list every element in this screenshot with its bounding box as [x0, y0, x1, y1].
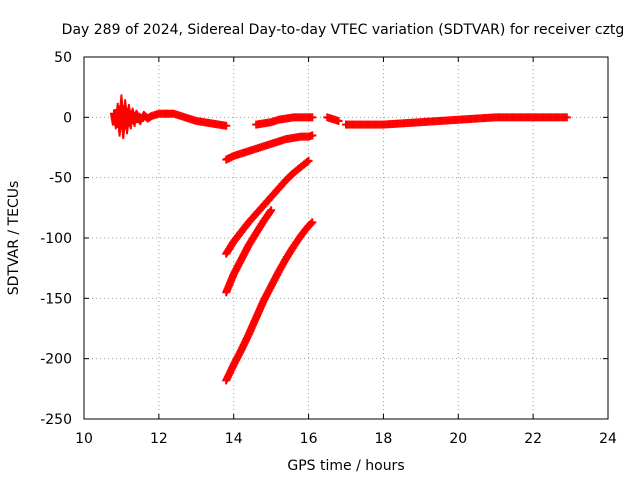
data-point-arc-5	[308, 218, 317, 227]
x-tick-label: 10	[75, 431, 93, 447]
data-point-arc-main-4	[562, 113, 571, 122]
x-tick-label: 20	[449, 431, 467, 447]
x-tick-label: 24	[599, 431, 617, 447]
y-tick-label: -250	[40, 412, 72, 428]
y-tick-label: -200	[40, 352, 72, 368]
data-point-arc-4	[266, 207, 275, 216]
x-tick-label: 18	[375, 431, 393, 447]
x-tick-label: 12	[150, 431, 168, 447]
data-point-arc-main-1	[222, 121, 231, 130]
y-tick-label: -50	[49, 171, 72, 187]
x-axis-label: GPS time / hours	[287, 458, 404, 474]
chart-title: Day 289 of 2024, Sidereal Day-to-day VTE…	[62, 22, 625, 38]
data-point-arc-4	[267, 206, 276, 215]
data-points	[109, 94, 571, 385]
x-tick-label: 14	[225, 431, 243, 447]
data-point-arc-3	[304, 156, 313, 165]
x-tick-label: 16	[300, 431, 318, 447]
y-axis: 50 0 -50 -100 -150 -200 -250	[40, 50, 608, 428]
y-tick-label: -150	[40, 291, 72, 307]
y-tick-label: -100	[40, 231, 72, 247]
y-tick-label: 0	[63, 110, 72, 126]
x-tick-label: 22	[524, 431, 542, 447]
y-axis-label: SDTVAR / TECUs	[6, 181, 22, 296]
x-axis: 10 12 14 16 18 20 22 24	[75, 57, 617, 447]
data-point-arc-main-3	[334, 116, 343, 125]
y-tick-label: 50	[54, 50, 72, 66]
data-point-arc-main-2	[308, 113, 317, 122]
data-point-arc-5	[307, 219, 316, 228]
data-point-arc-2	[308, 131, 317, 140]
data-point-arc-3	[303, 157, 312, 166]
